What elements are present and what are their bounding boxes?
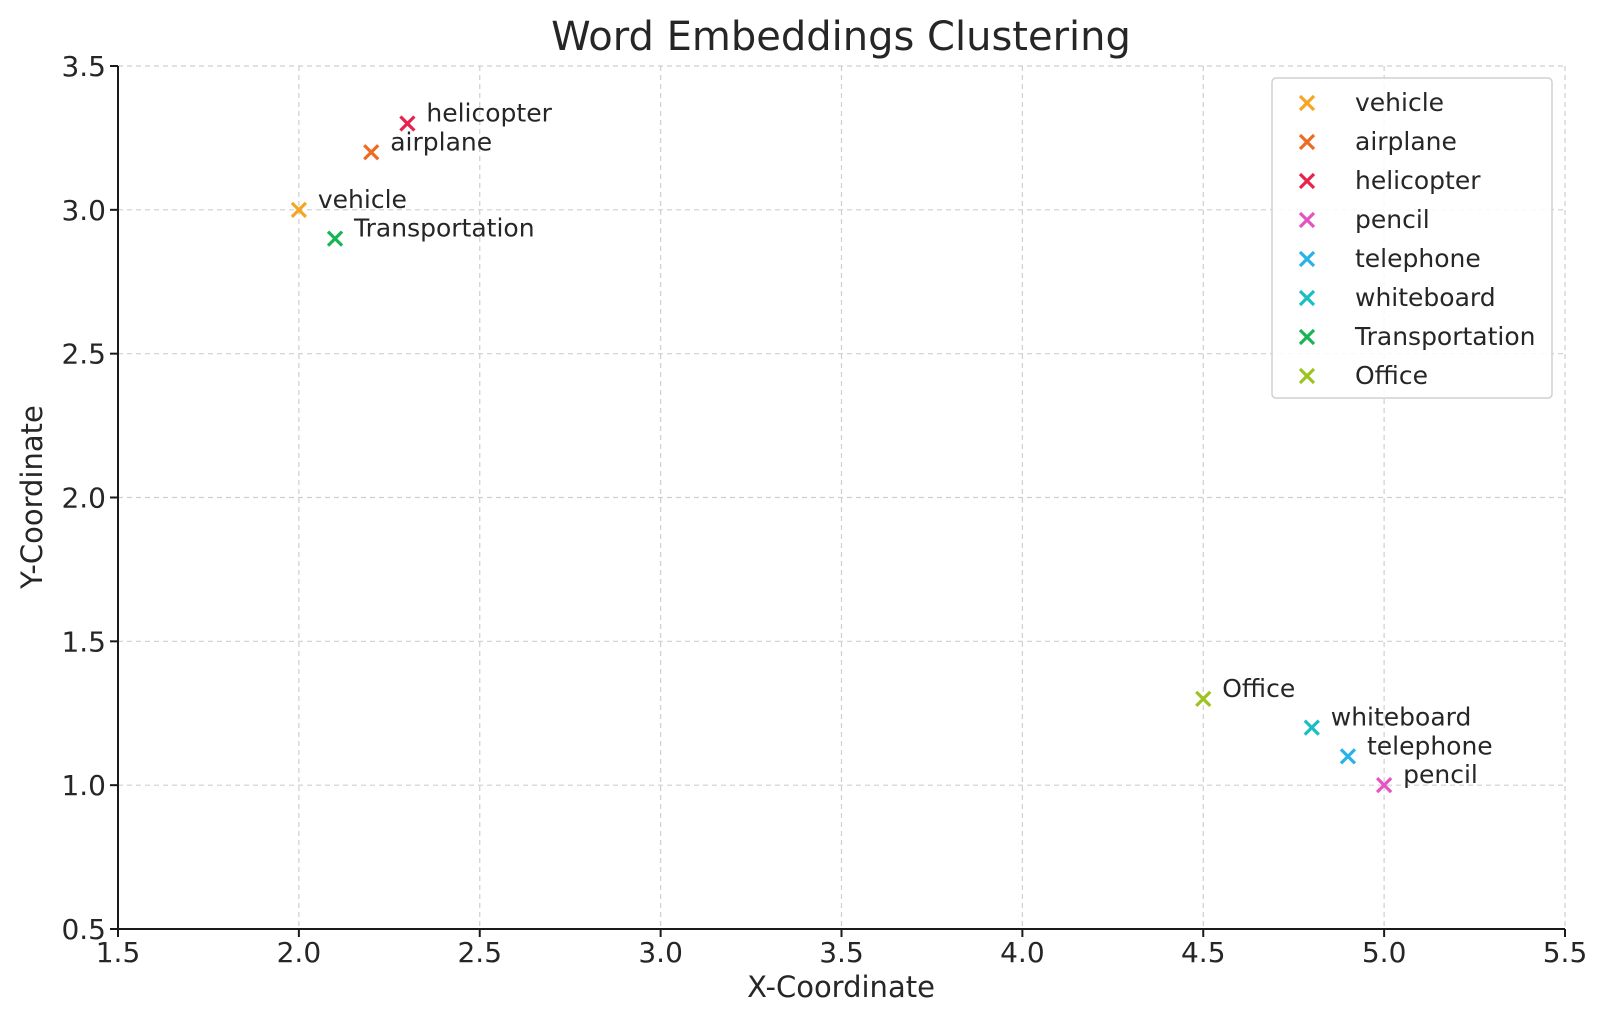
marker-stroke bbox=[326, 230, 344, 247]
data-point-vehicle bbox=[290, 201, 308, 218]
x-tick-label: 4.5 bbox=[1181, 936, 1226, 969]
x-tick-label: 3.0 bbox=[638, 936, 683, 969]
x-tick-label: 5.5 bbox=[1543, 936, 1588, 969]
point-label-telephone: telephone bbox=[1367, 731, 1493, 760]
ticks: 1.5 2.0 2.5 3.0 3.5 4.0 4.5 5.0 5.5 0.5 1.0 1.5 2.0 2… bbox=[61, 50, 1587, 969]
x-tick-label: 5.0 bbox=[1362, 936, 1407, 969]
legend-label-vehicle: vehicle bbox=[1355, 88, 1444, 117]
marker-stroke bbox=[1298, 133, 1316, 151]
legend-marker-office bbox=[1298, 367, 1316, 385]
legend-label-whiteboard: whiteboard bbox=[1355, 283, 1496, 312]
marker-stroke bbox=[1298, 328, 1316, 346]
marker-stroke bbox=[1339, 748, 1357, 765]
legend-marker-helicopter bbox=[1298, 172, 1316, 190]
marker-stroke bbox=[399, 115, 416, 132]
legend-marker-whiteboard bbox=[1298, 289, 1316, 307]
data-point-office bbox=[1195, 690, 1212, 707]
marker-stroke bbox=[363, 144, 380, 161]
y-tick-label: 3.0 bbox=[61, 194, 106, 227]
y-axis-label: Y-Coordinate bbox=[15, 405, 49, 590]
data-points: vehicleairplanehelicopterpenciltelephone… bbox=[290, 99, 1493, 794]
marker-stroke bbox=[1298, 211, 1316, 229]
y-tick-label: 2.5 bbox=[61, 338, 106, 371]
marker-stroke bbox=[1375, 777, 1393, 794]
x-axis-label: X-Coordinate bbox=[747, 970, 935, 1004]
legend-label-transportation: Transportation bbox=[1354, 322, 1536, 351]
data-point-pencil bbox=[1375, 777, 1393, 794]
legend-label-pencil: pencil bbox=[1355, 205, 1430, 234]
point-label-transportation: Transportation bbox=[353, 214, 535, 243]
marker-stroke bbox=[290, 201, 308, 218]
data-point-helicopter bbox=[399, 115, 416, 132]
y-tick-label: 2.0 bbox=[61, 482, 106, 515]
y-tick-label: 0.5 bbox=[61, 913, 106, 946]
point-label-airplane: airplane bbox=[390, 127, 492, 156]
legend-marker-pencil bbox=[1298, 211, 1316, 229]
x-tick-label: 2.5 bbox=[457, 936, 502, 969]
legend-label-telephone: telephone bbox=[1355, 244, 1481, 273]
legend-marker-telephone bbox=[1298, 250, 1316, 268]
x-tick-label: 2.0 bbox=[277, 936, 322, 969]
legend: vehicle airplane helicopter pencil telephone… bbox=[1271, 77, 1553, 399]
point-label-pencil: pencil bbox=[1403, 760, 1478, 789]
legend-marker-vehicle bbox=[1298, 94, 1316, 112]
point-label-whiteboard: whiteboard bbox=[1331, 703, 1472, 732]
marker-stroke bbox=[1195, 690, 1212, 707]
data-point-airplane bbox=[363, 144, 380, 161]
marker-stroke bbox=[1303, 719, 1320, 736]
legend-label-office: Office bbox=[1355, 361, 1428, 390]
data-point-transportation bbox=[326, 230, 344, 247]
point-label-vehicle: vehicle bbox=[318, 185, 407, 214]
marker-stroke bbox=[1298, 250, 1316, 268]
y-tick-label: 1.5 bbox=[61, 625, 106, 658]
marker-stroke bbox=[1298, 367, 1316, 385]
legend-marker-transportation bbox=[1298, 328, 1316, 346]
point-label-helicopter: helicopter bbox=[426, 99, 552, 128]
legend-label-airplane: airplane bbox=[1355, 127, 1457, 156]
marker-stroke bbox=[1298, 172, 1316, 190]
y-tick-label: 3.5 bbox=[61, 50, 106, 83]
legend-label-helicopter: helicopter bbox=[1355, 166, 1481, 195]
legend-box bbox=[1271, 77, 1553, 399]
marker-stroke bbox=[1298, 289, 1316, 307]
legend-marker-airplane bbox=[1298, 133, 1316, 151]
data-point-whiteboard bbox=[1303, 719, 1320, 736]
x-tick-label: 4.0 bbox=[1000, 936, 1045, 969]
chart-title: Word Embeddings Clustering bbox=[551, 14, 1131, 60]
y-tick-label: 1.0 bbox=[61, 769, 106, 802]
data-point-telephone bbox=[1339, 748, 1357, 765]
x-tick-label: 1.5 bbox=[96, 936, 141, 969]
x-tick-label: 3.5 bbox=[819, 936, 864, 969]
marker-stroke bbox=[1298, 94, 1316, 112]
point-label-office: Office bbox=[1222, 674, 1295, 703]
